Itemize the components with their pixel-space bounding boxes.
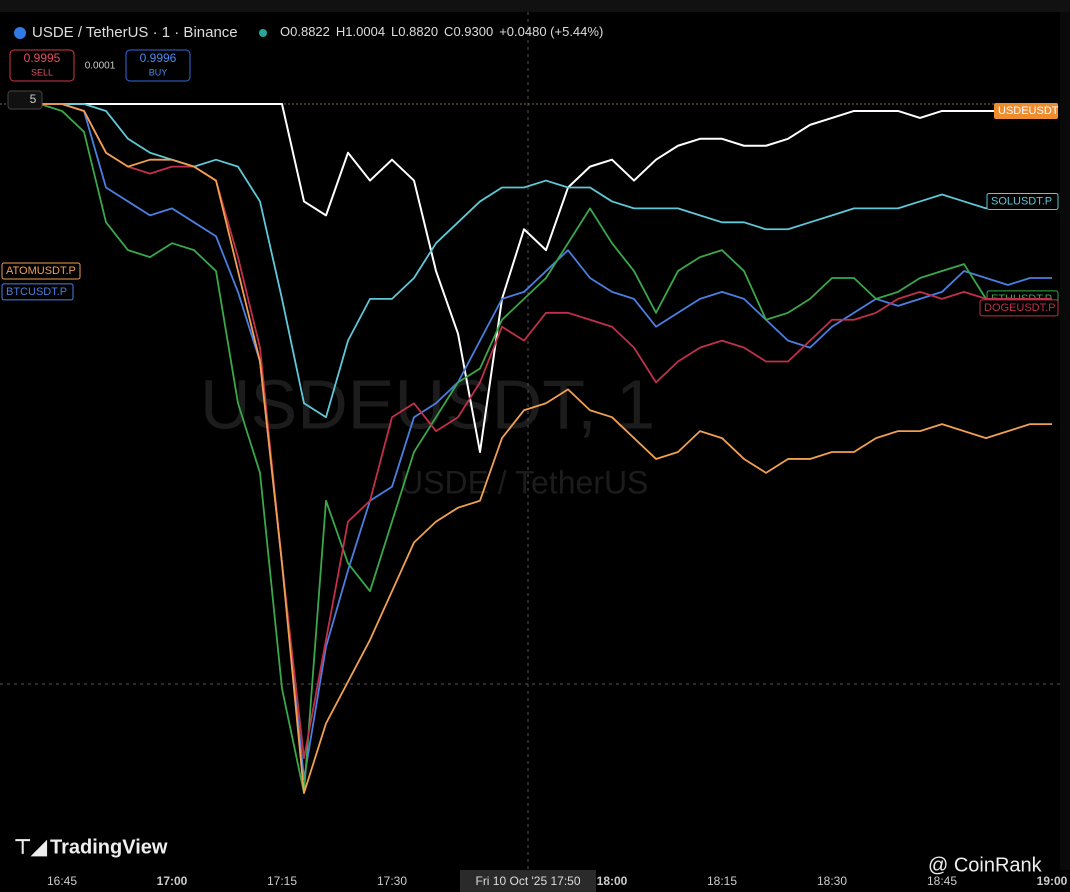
x-tick-label: 18:00 [597,874,628,888]
series-tag-label: BTCUSDT.P [6,286,67,298]
series-tag-label: ATOMUSDT.P [6,265,76,277]
series-tag-label: DOGEUSDT.P [984,302,1056,314]
toolbar [0,0,1070,12]
l-label: L [391,24,398,39]
x-tick-label: 17:15 [267,874,297,888]
x-tick-label: 17:00 [157,874,188,888]
c-label: C [444,24,453,39]
crosshair-box [460,870,596,892]
series-line [18,103,1052,760]
status-dot [259,29,267,37]
high: 1.0004 [345,24,385,39]
series-tag-label: SOLUSDT.P [991,195,1052,207]
o-label: O [280,24,290,39]
buy-button[interactable] [125,49,191,82]
indicator-toggle[interactable] [7,90,43,110]
series-tag [979,299,1059,317]
credit: @ CoinRank [928,854,1043,876]
symbol-icon [14,27,26,39]
x-tick-label: 19:00 [1037,874,1068,888]
sell-button[interactable] [9,49,75,82]
sell-price: 0.9995 [24,51,61,65]
series-tag [1,262,81,280]
symbol: USDE / TetherUS · 1 · Binance [32,24,238,41]
series-line [18,103,1052,453]
x-tick-label: 18:15 [707,874,737,888]
watermark-sub: USDE / TetherUS [400,464,648,500]
series-line [18,103,1052,794]
close: 0.9300 [453,24,493,39]
indicator-count: 5 [30,92,37,106]
series-tag [994,102,1058,119]
x-tick-label: 17:30 [377,874,407,888]
x-axis: 16:45 17:00 17:15 17:30 18:00 18:15 18:30 18:45… [47,874,1068,888]
spread: 0.0001 [85,61,116,72]
price-scale [1060,12,1070,882]
buy-label: BUY [149,67,168,77]
tv-icon: ⊤◢ [14,836,47,858]
series-tag [1,283,74,301]
x-tick-label: 18:45 [927,874,957,888]
ohlc: O0.8822 H1.0004 L0.8820 C0.9300 +0.0480 (+5.… [280,24,603,39]
series-line [18,103,1052,794]
x-tick-label: 18:30 [817,874,847,888]
tv-logo: TradingView [50,836,168,858]
series-line [18,103,1052,781]
low: 0.8820 [398,24,438,39]
open: 0.8822 [290,24,330,39]
series-tag [986,192,1059,210]
plot: USDEUSDTSOLUSDT.PBTCUSDT.PETHUSDT.PDOGEU… [1,102,1059,794]
crosshair-label: Fri 10 Oct '25 17:50 [475,874,580,888]
change: +0.0480 (+5.44%) [499,24,603,39]
series-tag-label: USDEUSDT [998,105,1059,117]
h-label: H [336,24,345,39]
buy-price: 0.9996 [140,51,177,65]
sell-label: SELL [31,67,53,77]
x-tick-label: 16:45 [47,874,77,888]
